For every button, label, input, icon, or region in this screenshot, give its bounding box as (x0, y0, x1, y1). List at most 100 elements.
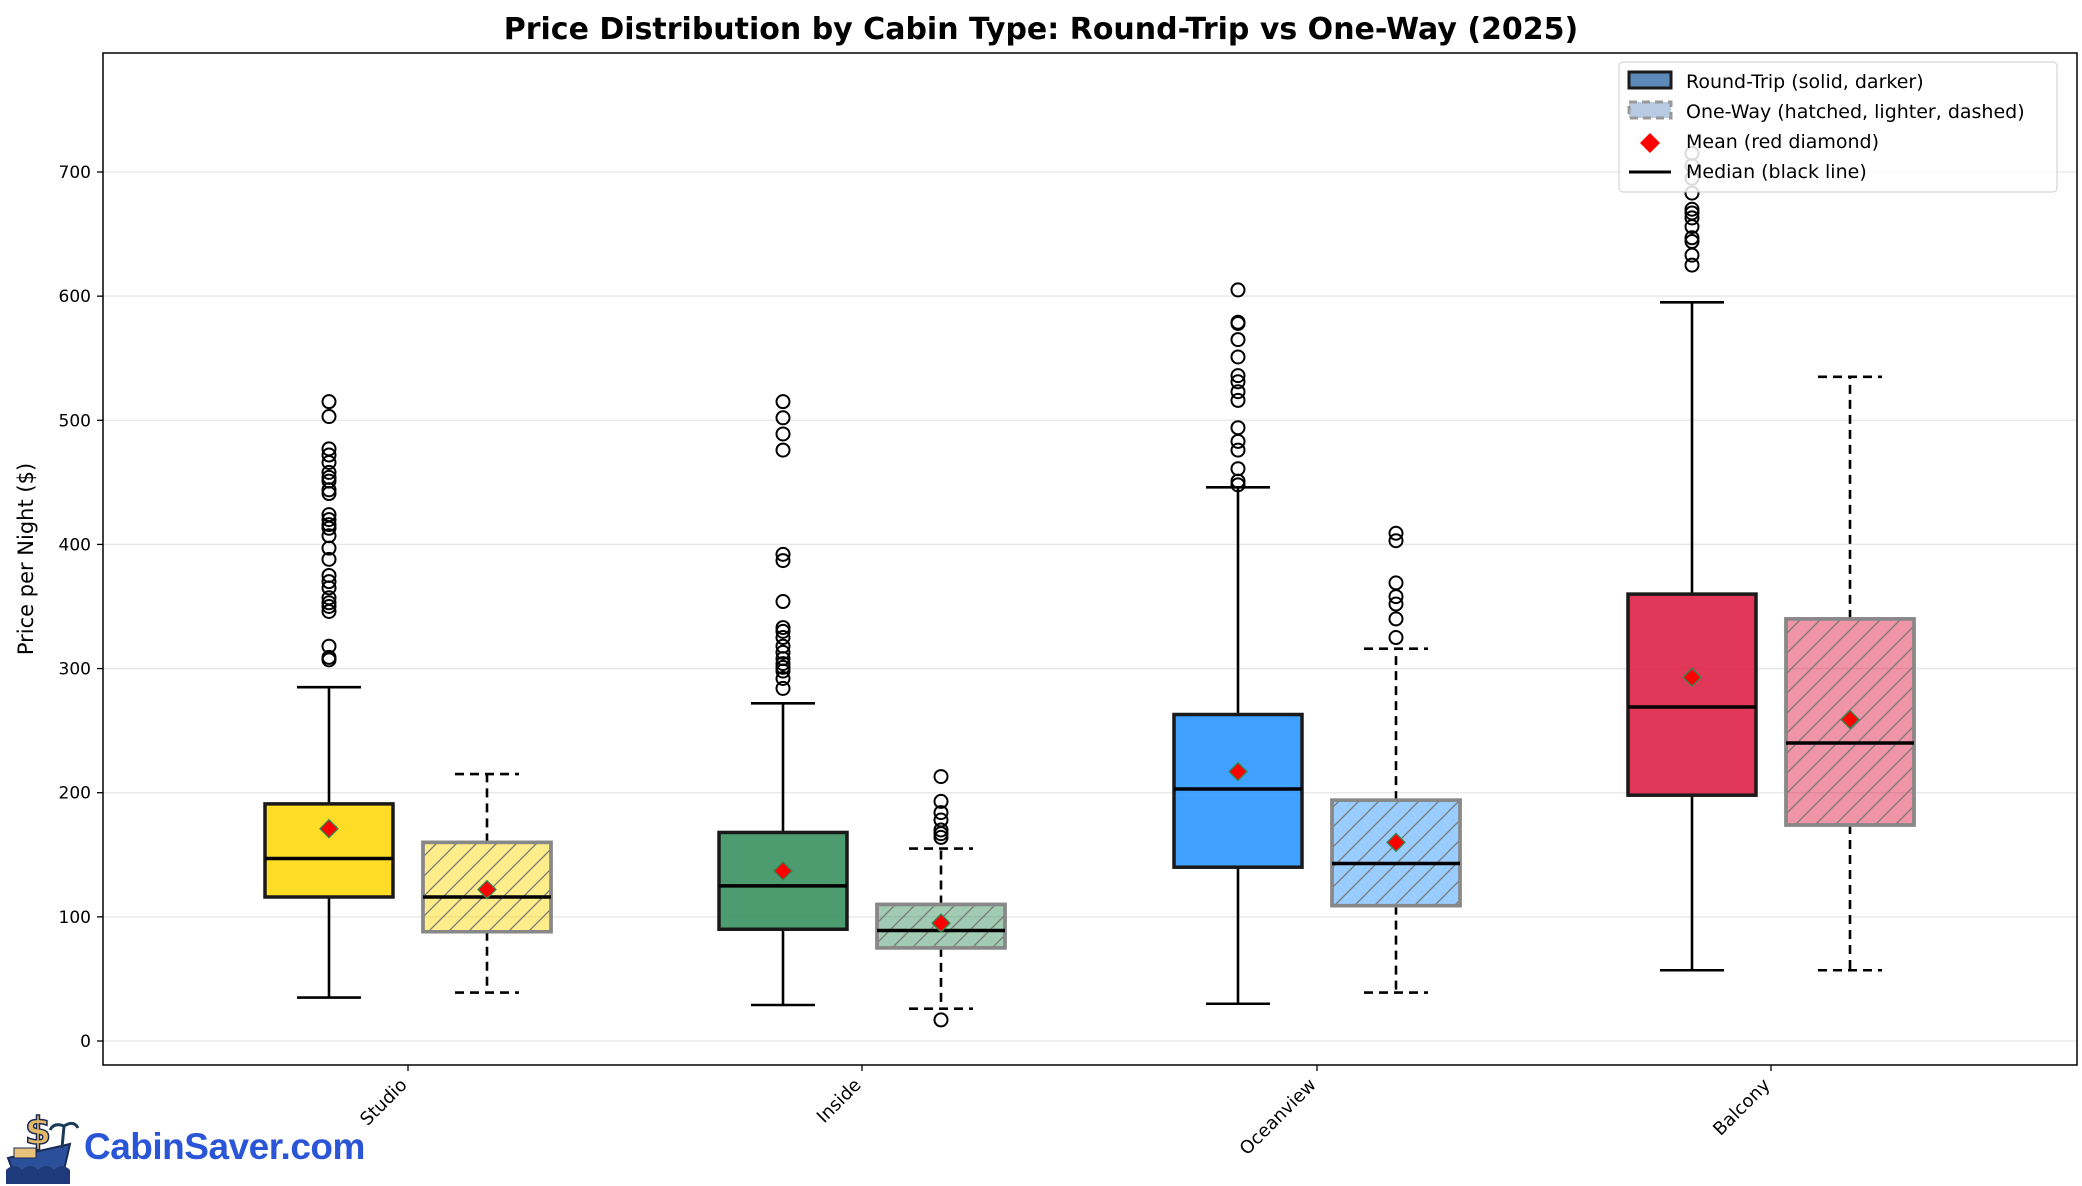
outlier-point (321, 638, 337, 654)
y-tick-label: 500 (59, 411, 91, 431)
y-tick-label: 300 (59, 660, 91, 680)
outlier-point (775, 671, 791, 687)
mean-diamond (1386, 832, 1406, 853)
svg-text:$: $ (25, 1109, 51, 1153)
outlier-point (1230, 282, 1246, 298)
box-body (263, 802, 395, 899)
mean-diamond (1228, 761, 1248, 782)
legend-label: Mean (red diamond) (1686, 131, 1879, 153)
outlier-point (1684, 230, 1700, 246)
legend-hatched-box-icon (1627, 100, 1673, 120)
outlier-point (321, 574, 337, 590)
box-one-way-balcony (1784, 375, 1916, 972)
mean-diamond (1682, 667, 1702, 688)
outlier-point (1388, 630, 1404, 646)
outlier-point (1388, 611, 1404, 627)
outlier-point (775, 620, 791, 636)
box-hatch (1330, 798, 1462, 908)
outlier-point (775, 410, 791, 426)
outlier-point (321, 512, 337, 528)
x-tick-label: Inside (813, 1075, 866, 1128)
outlier-point (933, 793, 949, 809)
box-round-trip-oceanview (1172, 282, 1304, 1006)
box-one-way-oceanview (1330, 525, 1462, 994)
outlier-point (933, 812, 949, 828)
box-body (1626, 592, 1758, 797)
outlier-point (1230, 442, 1246, 458)
mean-diamond (477, 879, 497, 900)
outlier-point (1230, 374, 1246, 390)
box-one-way-studio (421, 772, 553, 994)
outlier-point (1230, 332, 1246, 348)
outlier-point (775, 394, 791, 410)
outlier-point (321, 551, 337, 567)
outlier-point (1230, 420, 1246, 436)
outlier-point (321, 649, 337, 665)
box-body (717, 830, 849, 932)
outlier-point (321, 447, 337, 463)
legend-diamond-icon (1640, 133, 1660, 153)
outlier-point (1388, 525, 1404, 541)
legend-label: Median (black line) (1686, 161, 1867, 183)
outlier-point (933, 1012, 949, 1028)
outlier-point (775, 630, 791, 646)
outlier-point (775, 638, 791, 654)
outlier-point (321, 517, 337, 533)
x-tick-label: Balcony (1709, 1074, 1775, 1140)
outlier-point (1388, 533, 1404, 549)
outlier-point (1684, 247, 1700, 263)
y-tick-label: 0 (80, 1032, 91, 1052)
y-tick-label: 200 (59, 784, 91, 804)
outlier-point (321, 469, 337, 485)
outlier-point (775, 594, 791, 610)
outlier-point (1388, 596, 1404, 612)
mean-diamond (1840, 709, 1860, 730)
outlier-point (1230, 384, 1246, 400)
outlier-point (1230, 461, 1246, 477)
outlier-point (1230, 314, 1246, 330)
y-axis-label: Price per Night ($) (14, 463, 38, 655)
mean-diamond (931, 913, 951, 933)
mean-diamond (773, 861, 793, 881)
outlier-point (775, 644, 791, 660)
outlier-point (775, 553, 791, 569)
outlier-point (1230, 433, 1246, 449)
outlier-point (1230, 368, 1246, 384)
y-tick-label: 600 (59, 287, 91, 307)
outlier-point (321, 567, 337, 583)
mean-diamond (319, 818, 339, 839)
box-round-trip-inside (717, 394, 849, 1007)
x-tick-label: Oceanview (1236, 1075, 1321, 1160)
y-tick-label: 100 (59, 908, 91, 928)
box-round-trip-studio (263, 394, 395, 999)
cabinsaver-logo: $ CabinSaver.com (0, 1108, 365, 1186)
outlier-point (321, 507, 337, 523)
chart-title: Price Distribution by Cabin Type: Round-… (504, 12, 1579, 47)
y-tick-label: 400 (59, 535, 91, 555)
ship-logo-icon: $ (6, 1108, 80, 1184)
plot-frame (102, 52, 2078, 1066)
outlier-point (321, 441, 337, 457)
box-body (1172, 712, 1304, 869)
outlier-point (321, 394, 337, 410)
legend-label: One-Way (hatched, lighter, dashed) (1686, 101, 2025, 123)
outlier-point (933, 822, 949, 838)
outlier-point (1684, 201, 1700, 217)
outlier-point (775, 546, 791, 562)
outlier-point (775, 680, 791, 696)
outlier-point (321, 590, 337, 606)
outlier-point (1684, 257, 1700, 273)
outlier-point (321, 528, 337, 544)
logo-text: CabinSaver.com (84, 1126, 365, 1167)
outlier-point (1230, 392, 1246, 408)
outlier-point (775, 426, 791, 442)
box-round-trip-balcony (1626, 145, 1758, 972)
outlier-point (933, 769, 949, 785)
outlier-point (933, 805, 949, 821)
outlier-point (1230, 349, 1246, 365)
outlier-point (775, 656, 791, 672)
outlier-point (775, 442, 791, 458)
outlier-point (321, 595, 337, 611)
outlier-point (1388, 575, 1404, 591)
